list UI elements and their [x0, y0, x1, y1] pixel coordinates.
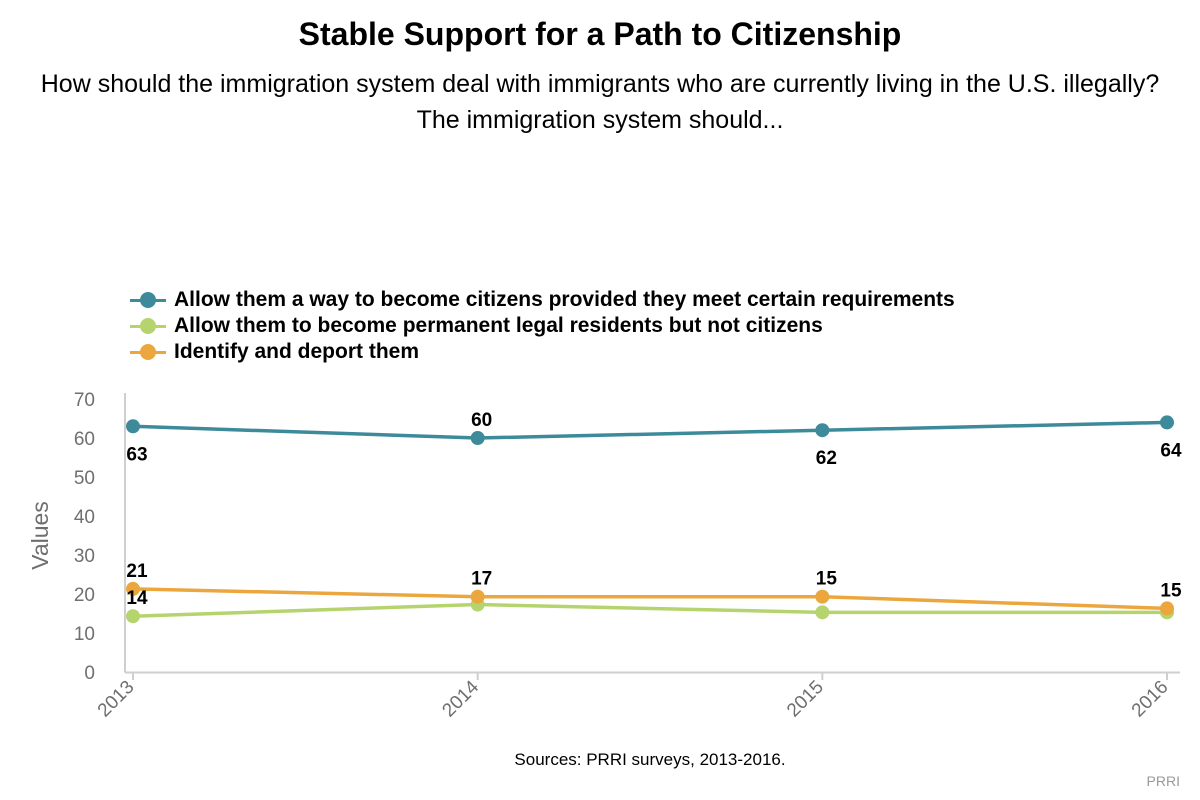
data-label-series-2: 21 [126, 561, 148, 582]
x-tick-label: 2016 [1128, 677, 1173, 722]
data-label-series-2: 17 [471, 569, 492, 590]
data-point-series-1 [126, 609, 140, 624]
y-tick-label: 30 [74, 546, 95, 567]
y-tick-label: 60 [74, 429, 95, 450]
legend-swatch-dot [140, 292, 156, 308]
y-tick-label: 40 [74, 507, 95, 528]
x-tick-label: 2014 [438, 676, 483, 721]
data-point-series-0 [1160, 415, 1174, 430]
data-point-series-2 [126, 581, 140, 596]
data-point-series-1 [815, 605, 830, 620]
series-line-1 [132, 602, 1167, 618]
y-axis-title: Values [27, 501, 53, 570]
legend-swatch-dot [140, 318, 156, 334]
data-label-series-0: 64 [1160, 440, 1182, 461]
legend-label: Allow them to become permanent legal res… [174, 314, 823, 337]
y-tick-label: 70 [74, 390, 95, 411]
data-label-series-1: 14 [126, 588, 148, 609]
y-tick-label: 0 [84, 663, 95, 684]
data-point-series-2 [1160, 601, 1174, 616]
data-label-series-0: 62 [816, 448, 837, 469]
data-point-series-0 [470, 431, 485, 445]
data-label-series-2: 15 [1160, 580, 1182, 601]
brand-label: PRRI [1146, 773, 1180, 789]
data-point-series-0 [815, 423, 830, 438]
legend-swatch-dot [140, 344, 156, 360]
data-point-series-0 [126, 419, 140, 434]
y-tick-label: 20 [74, 585, 95, 606]
data-label-series-0: 63 [126, 444, 147, 465]
data-label-series-0: 60 [471, 410, 492, 431]
data-point-series-2 [815, 589, 830, 604]
y-tick-label: 50 [74, 468, 95, 489]
data-point-series-2 [470, 589, 485, 604]
y-tick-label: 10 [74, 624, 95, 645]
source-note: Sources: PRRI surveys, 2013-2016. [514, 750, 786, 769]
series-line-2 [132, 587, 1168, 611]
data-label-series-2: 15 [816, 569, 838, 590]
chart-title: Stable Support for a Path to Citizenship [298, 16, 902, 52]
x-tick-label: 2013 [94, 677, 139, 722]
x-tick-label: 2015 [783, 677, 828, 722]
series-line-0 [132, 420, 1168, 440]
legend-label: Identify and deport them [174, 340, 420, 363]
legend-label: Allow them a way to become citizens prov… [174, 288, 955, 311]
chart-subtitle: How should the immigration system deal w… [40, 70, 1160, 134]
